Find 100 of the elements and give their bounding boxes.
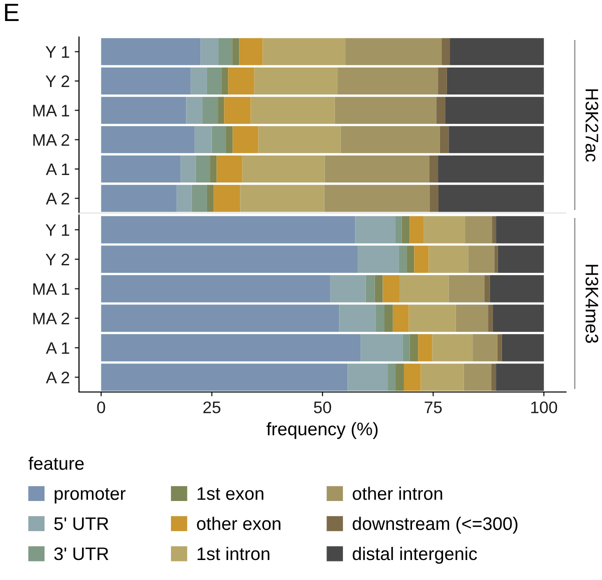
bar	[484, 275, 490, 302]
bar	[226, 126, 233, 154]
bar	[450, 38, 544, 66]
bar	[101, 216, 356, 244]
bar	[395, 216, 402, 244]
legend-label: 3' UTR	[54, 547, 108, 560]
bar	[101, 304, 340, 332]
bar	[202, 96, 218, 124]
bar	[492, 304, 544, 332]
bar	[388, 364, 396, 391]
bar	[101, 184, 177, 212]
bar	[101, 275, 330, 302]
bar	[101, 68, 191, 94]
legend-title: feature	[28, 456, 84, 470]
bar	[402, 216, 410, 244]
bar	[196, 156, 210, 182]
legend-label: 5' UTR	[54, 517, 108, 530]
x-tick-label: 75	[424, 402, 442, 414]
bar	[400, 275, 449, 302]
bar	[240, 184, 324, 212]
bar	[430, 184, 438, 212]
bar	[190, 68, 207, 94]
bar	[210, 156, 217, 182]
text: H3K4me3	[586, 264, 598, 343]
bar	[384, 304, 393, 332]
bar	[186, 96, 203, 124]
bar	[424, 216, 466, 244]
y-tick-label: Y 1	[46, 224, 70, 236]
bar	[254, 68, 338, 94]
bar	[408, 304, 456, 332]
bar	[396, 364, 404, 391]
bar	[214, 184, 240, 212]
bar	[206, 68, 222, 94]
bar	[101, 364, 348, 391]
bar	[101, 246, 358, 273]
bar	[498, 246, 544, 273]
bar	[250, 96, 335, 124]
bar	[200, 38, 218, 66]
bar	[101, 38, 201, 66]
legend-label: 1st intron	[198, 546, 270, 560]
bar	[212, 126, 226, 154]
bar	[340, 126, 440, 154]
y-tick-label: Y 1	[46, 46, 70, 58]
bar	[402, 334, 410, 362]
bar	[101, 126, 195, 154]
text: H3K27ac	[586, 89, 598, 162]
bar	[101, 156, 181, 182]
y-tick-label: MA 2	[33, 134, 70, 146]
bar	[324, 156, 430, 182]
bar	[472, 334, 498, 362]
bar	[438, 184, 544, 212]
bar	[406, 246, 414, 273]
bar	[464, 364, 492, 391]
bar	[101, 334, 361, 362]
x-tick-label: 0	[97, 401, 106, 414]
x-tick-label: 100	[531, 401, 558, 414]
bar	[420, 364, 464, 391]
bar	[456, 304, 488, 332]
bar	[366, 275, 375, 302]
bar	[258, 126, 341, 154]
bar	[338, 68, 438, 94]
bar	[348, 364, 388, 391]
bar	[206, 184, 214, 212]
bar	[418, 334, 432, 362]
bar	[224, 96, 251, 124]
bar	[228, 68, 254, 94]
bar	[262, 38, 346, 66]
bar	[497, 334, 502, 362]
bar	[410, 334, 418, 362]
bar	[194, 126, 212, 154]
bar	[436, 96, 446, 124]
bar	[404, 364, 421, 391]
bar	[398, 246, 407, 273]
legend-label: promoter	[54, 488, 126, 504]
bar	[491, 364, 496, 391]
bar	[468, 246, 494, 273]
bar	[442, 38, 450, 66]
bar	[232, 126, 258, 154]
y-tick-label: MA 1	[33, 104, 70, 116]
bar	[218, 38, 232, 66]
legend-label: 1st exon	[198, 487, 264, 500]
bar	[490, 275, 544, 302]
bar	[448, 126, 544, 154]
bar	[448, 275, 485, 302]
y-tick-label: MA 1	[33, 283, 70, 295]
bar	[374, 275, 383, 302]
bar	[346, 38, 442, 66]
bar	[428, 246, 468, 273]
bar	[494, 246, 498, 273]
bar	[334, 96, 436, 124]
bar	[330, 275, 366, 302]
bar	[382, 275, 400, 302]
bar	[218, 96, 224, 124]
bar	[222, 68, 228, 94]
bar	[502, 334, 544, 362]
bar	[432, 334, 473, 362]
bar	[324, 184, 430, 212]
bar	[492, 216, 496, 244]
bar	[180, 156, 196, 182]
text: E	[5, 4, 19, 22]
